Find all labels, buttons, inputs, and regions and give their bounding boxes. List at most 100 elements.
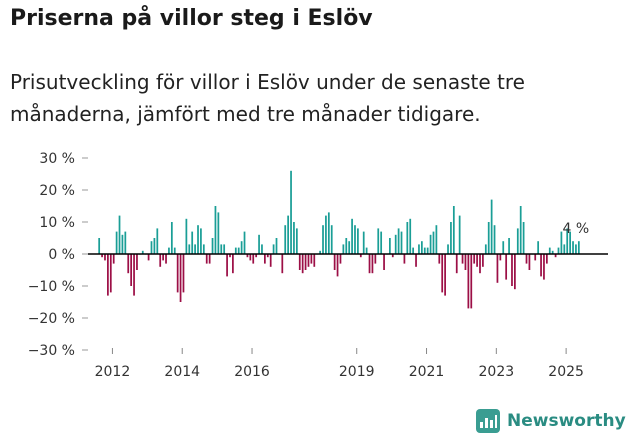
y-tick-label: 0 %	[48, 247, 75, 263]
bar	[266, 254, 269, 258]
x-tick-label: 2019	[339, 364, 375, 380]
bar	[438, 254, 441, 264]
bar	[450, 222, 452, 254]
bar	[107, 254, 109, 296]
x-tick-label: 2016	[234, 364, 270, 380]
bar	[458, 215, 461, 254]
bar	[519, 206, 522, 254]
bar	[112, 254, 115, 264]
bar	[415, 254, 417, 267]
bar	[403, 254, 406, 264]
bar	[150, 241, 153, 254]
bar	[115, 231, 118, 254]
bar	[484, 244, 487, 254]
bar	[147, 254, 150, 261]
bar	[197, 225, 199, 254]
bar	[121, 234, 124, 254]
bar	[528, 254, 531, 270]
bar	[577, 241, 580, 254]
bar	[127, 254, 130, 274]
bar	[118, 215, 121, 254]
bar	[237, 247, 240, 254]
bar	[490, 199, 493, 254]
bar	[295, 228, 298, 254]
bar	[322, 225, 324, 254]
bar	[461, 254, 464, 264]
bar	[377, 228, 380, 254]
bar	[540, 254, 542, 277]
y-tick-label: −20 %	[28, 311, 75, 327]
bar	[548, 247, 551, 254]
bar	[545, 254, 548, 264]
chart-title: Priserna på villor steg i Eslöv	[10, 6, 373, 31]
bar	[554, 254, 557, 258]
bar	[165, 254, 167, 264]
newsworthy-logo: Newsworthy	[476, 409, 626, 433]
bar	[301, 254, 304, 274]
bar	[200, 228, 202, 254]
bar	[505, 254, 508, 280]
bar	[522, 222, 525, 254]
bar	[214, 206, 217, 254]
bar	[452, 206, 455, 254]
y-tick-label: 20 %	[39, 183, 75, 199]
bar	[325, 215, 327, 254]
bar	[534, 254, 537, 261]
bar	[170, 222, 173, 254]
bar	[508, 238, 510, 254]
bar	[467, 254, 470, 309]
bar	[208, 254, 211, 264]
bar	[383, 254, 385, 270]
bar	[345, 238, 348, 254]
bar	[217, 212, 220, 254]
bar	[156, 228, 159, 254]
x-tick-label: 2014	[164, 364, 200, 380]
bar	[365, 247, 368, 254]
bar	[441, 254, 444, 293]
bar	[342, 244, 345, 254]
bar	[455, 254, 458, 274]
bar	[313, 254, 316, 267]
bar	[569, 231, 571, 254]
bar	[234, 247, 237, 254]
bar	[261, 244, 263, 254]
bar	[185, 218, 188, 254]
bar	[307, 254, 310, 267]
bar	[543, 254, 545, 280]
bar	[464, 254, 467, 270]
bar	[502, 241, 505, 254]
y-tick-label: −30 %	[28, 343, 75, 359]
bar	[493, 225, 496, 254]
bar	[101, 254, 103, 258]
bar	[229, 254, 231, 258]
bar	[330, 225, 333, 254]
bar	[109, 254, 112, 293]
bar	[191, 231, 194, 254]
bar	[284, 225, 287, 254]
bar	[447, 244, 449, 254]
bar	[409, 218, 412, 254]
bar	[255, 254, 258, 258]
bar	[514, 254, 516, 290]
bar	[351, 218, 353, 254]
bar	[243, 231, 246, 254]
bar	[275, 238, 278, 254]
bar	[205, 254, 208, 264]
bar	[496, 254, 499, 283]
bar	[368, 254, 371, 274]
bar	[374, 254, 377, 264]
bar	[339, 254, 342, 264]
bar	[394, 234, 397, 254]
bar	[168, 247, 170, 254]
bar	[560, 231, 563, 254]
bar	[391, 254, 394, 258]
bar	[162, 254, 164, 261]
bar	[359, 254, 362, 258]
bar	[98, 238, 101, 254]
bar	[435, 225, 438, 254]
bar	[304, 254, 307, 270]
bar	[371, 254, 374, 274]
bar	[290, 170, 292, 254]
bar	[380, 231, 383, 254]
